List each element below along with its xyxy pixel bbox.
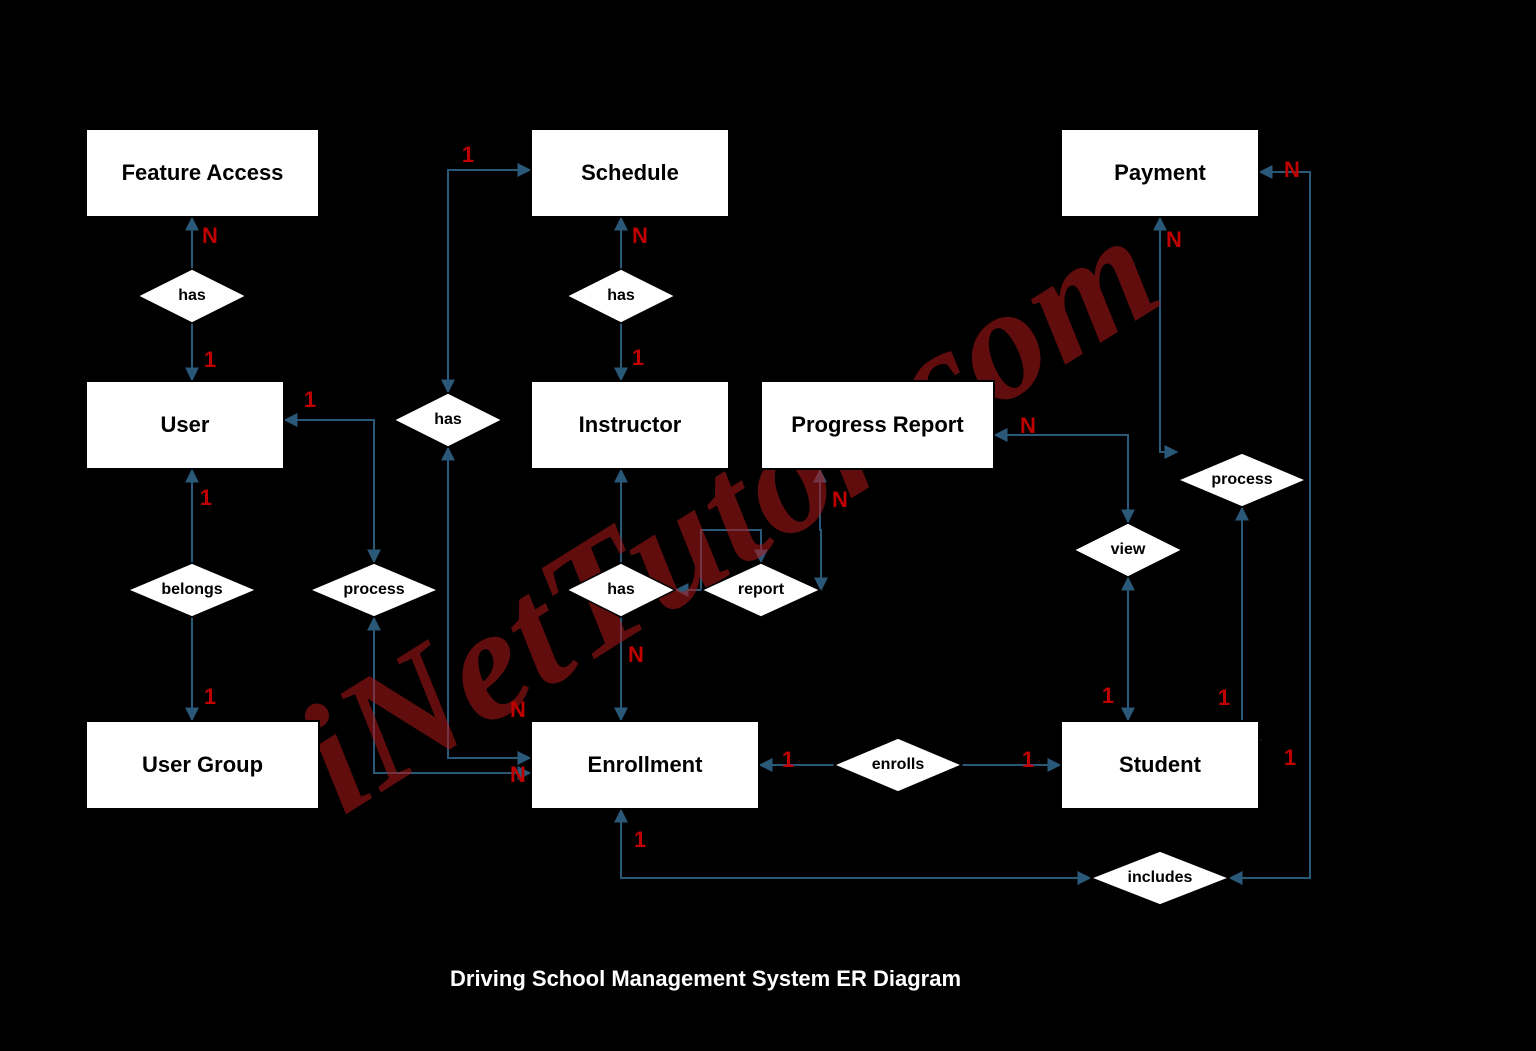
- entity-progress_report: Progress Report: [760, 380, 995, 470]
- cardinality-label: 1: [1022, 747, 1034, 773]
- entity-user_group: User Group: [85, 720, 320, 810]
- relation-r_belongs: belongs: [127, 562, 257, 618]
- relation-r_view: view: [1073, 522, 1183, 578]
- relation-label: enrolls: [872, 756, 924, 774]
- edge: [820, 470, 821, 590]
- cardinality-label: 1: [632, 345, 644, 371]
- cardinality-label: 1: [204, 347, 216, 373]
- cardinality-label: 1: [462, 142, 474, 168]
- edge: [285, 420, 374, 562]
- entity-user: User: [85, 380, 285, 470]
- diagram-canvas: iNetTutor.com Feature AccessUserUser Gro…: [0, 0, 1536, 1051]
- cardinality-label: N: [510, 697, 526, 723]
- relation-r_process2: process: [1177, 452, 1307, 508]
- edge: [448, 170, 530, 392]
- cardinality-label: N: [628, 642, 644, 668]
- cardinality-label: N: [832, 487, 848, 513]
- cardinality-label: N: [202, 223, 218, 249]
- relation-r_has3: has: [566, 268, 676, 324]
- entity-enrollment: Enrollment: [530, 720, 760, 810]
- cardinality-label: 1: [304, 387, 316, 413]
- edge: [676, 530, 761, 590]
- relation-label: process: [1211, 471, 1272, 489]
- relation-r_includes: includes: [1090, 850, 1230, 906]
- cardinality-label: N: [510, 762, 526, 788]
- cardinality-label: 1: [1102, 683, 1114, 709]
- relation-label: has: [607, 287, 635, 305]
- entity-instructor: Instructor: [530, 380, 730, 470]
- relation-label: report: [738, 581, 784, 599]
- cardinality-label: N: [1020, 413, 1036, 439]
- cardinality-label: N: [632, 223, 648, 249]
- diagram-title: Driving School Management System ER Diag…: [450, 966, 961, 992]
- relation-label: belongs: [161, 581, 222, 599]
- cardinality-label: N: [1284, 157, 1300, 183]
- entity-student: Student: [1060, 720, 1260, 810]
- relation-label: has: [607, 581, 635, 599]
- relation-label: has: [178, 287, 206, 305]
- relation-r_process1: process: [309, 562, 439, 618]
- relation-r_has1: has: [137, 268, 247, 324]
- cardinality-label: 1: [200, 485, 212, 511]
- entity-schedule: Schedule: [530, 128, 730, 218]
- relation-r_has4: has: [566, 562, 676, 618]
- cardinality-label: 1: [1284, 745, 1296, 771]
- edge: [374, 618, 530, 773]
- relation-r_has2: has: [393, 392, 503, 448]
- edge: [995, 435, 1128, 522]
- cardinality-label: 1: [204, 684, 216, 710]
- relation-label: includes: [1128, 869, 1193, 887]
- relation-label: has: [434, 411, 462, 429]
- cardinality-label: 1: [782, 747, 794, 773]
- relation-r_report: report: [701, 562, 821, 618]
- entity-feature_access: Feature Access: [85, 128, 320, 218]
- edge: [1242, 508, 1260, 740]
- relation-label: view: [1111, 541, 1146, 559]
- edge: [1160, 218, 1177, 452]
- cardinality-label: 1: [1218, 685, 1230, 711]
- relation-label: process: [343, 581, 404, 599]
- edge: [621, 810, 1090, 878]
- cardinality-label: N: [1166, 227, 1182, 253]
- relation-r_enrolls: enrolls: [833, 737, 963, 793]
- entity-payment: Payment: [1060, 128, 1260, 218]
- cardinality-label: 1: [634, 827, 646, 853]
